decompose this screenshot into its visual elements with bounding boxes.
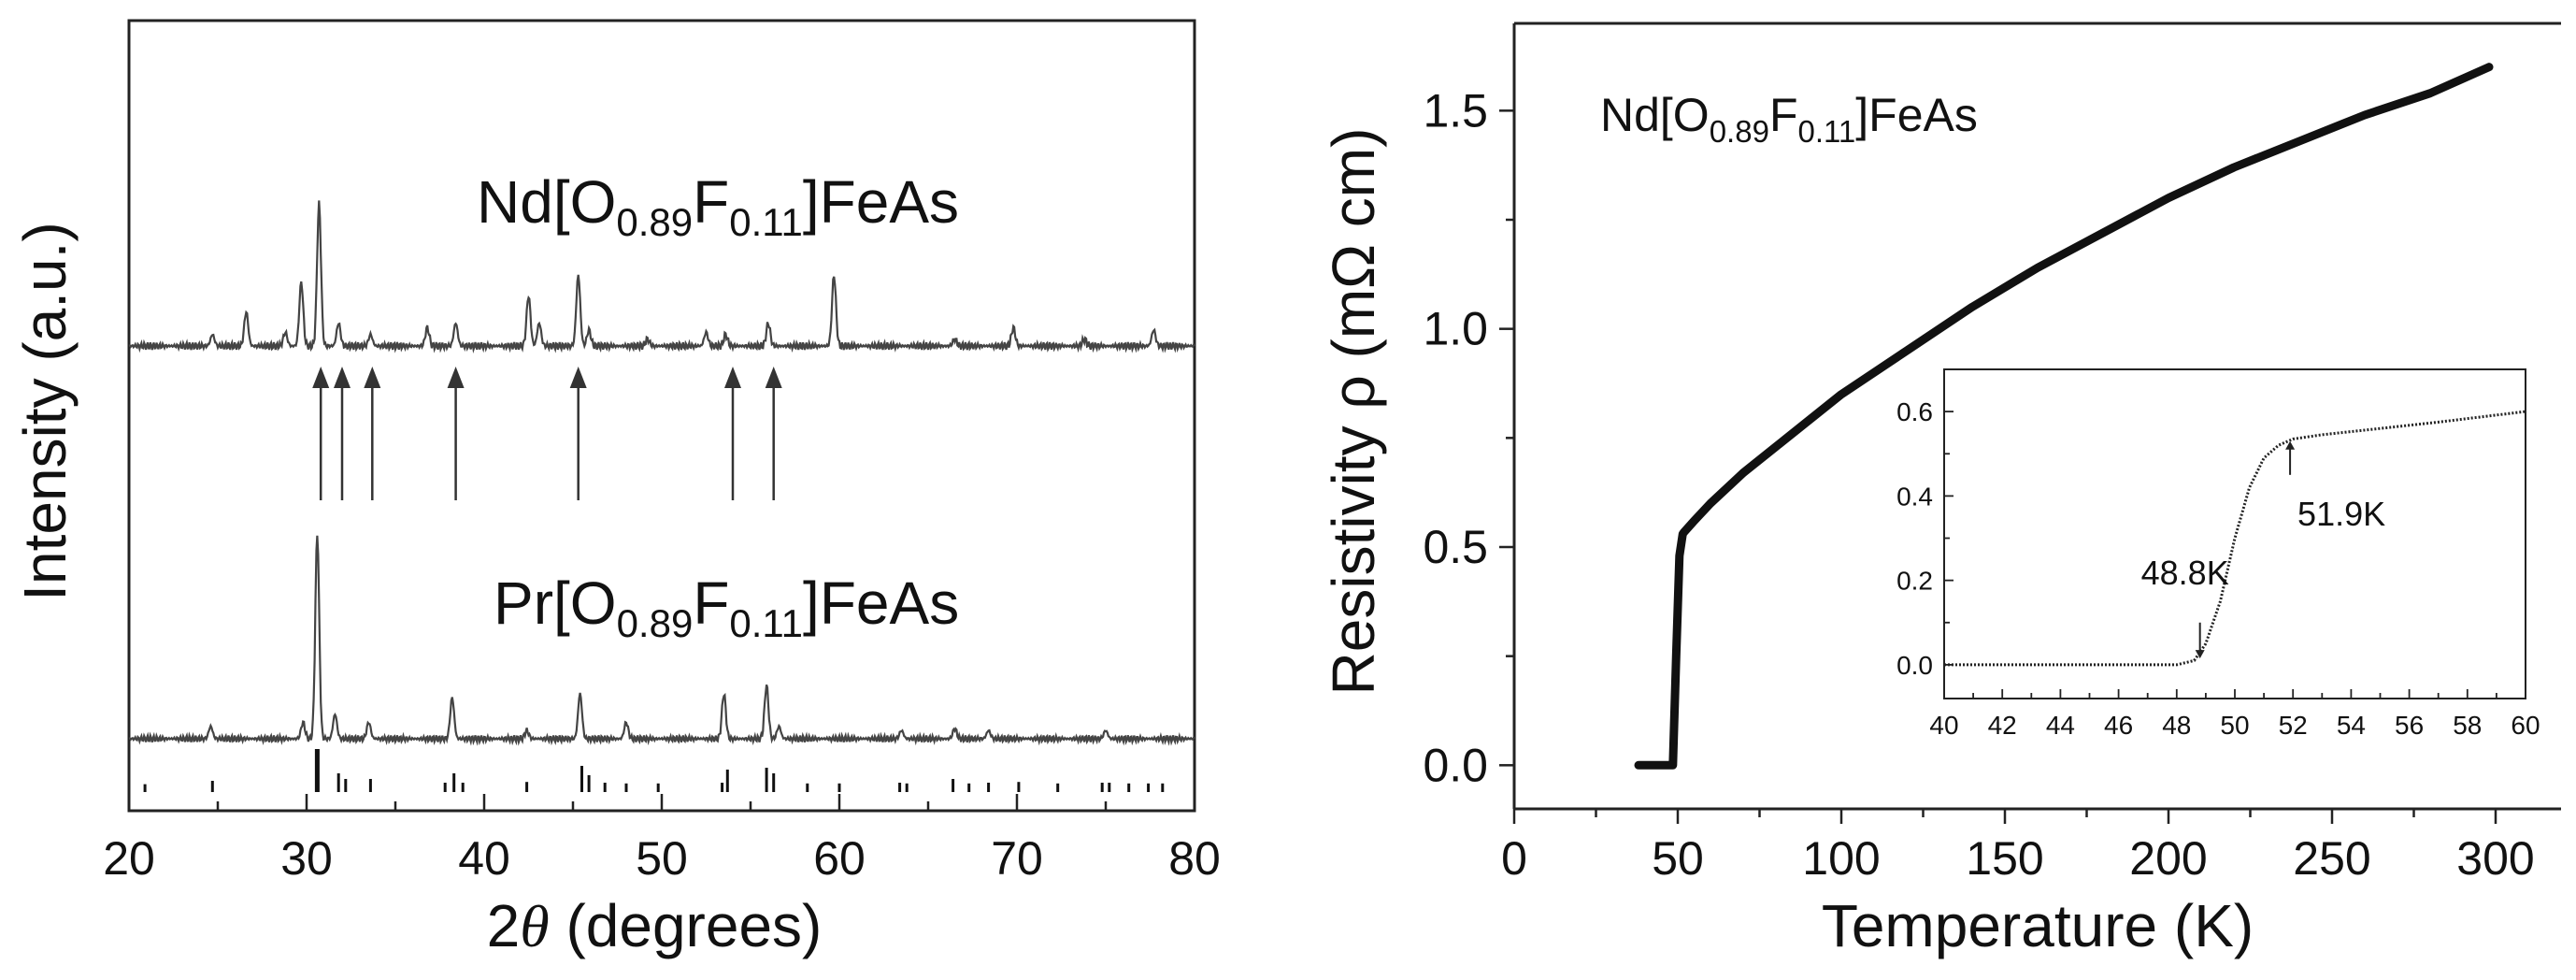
xrd-series-line [128, 535, 1195, 746]
res-axis-ticks: 0 50 100 150 200 250 300 0.0 0.5 1.0 1.5 [1423, 84, 2534, 885]
xrd-x-tick-label: 20 [103, 832, 155, 885]
xrd-x-tick-label: 50 [636, 832, 688, 885]
xrd-plot-frame [127, 19, 1196, 813]
inset-axis-ticks: 40 42 44 46 48 50 52 54 56 58 60 0.0 0.2 0.4 0.6 [1896, 397, 2540, 740]
inset-y-tick-label: 0.4 [1896, 482, 1933, 511]
inset-x-tick-label: 56 [2395, 711, 2424, 740]
xrd-x-tick-label: 60 [813, 832, 866, 885]
res-x-tick-label: 50 [1652, 832, 1704, 885]
inset-y-tick-label: 0.2 [1896, 567, 1933, 596]
xrd-arrow-head [364, 367, 381, 388]
xrd-x-axis-ticks: 20 30 40 50 60 70 80 [103, 794, 1221, 885]
xrd-arrow-head [334, 367, 351, 388]
inset-y-tick-label: 0.0 [1896, 651, 1933, 680]
inset-x-tick-label: 50 [2220, 711, 2249, 740]
inset-label-48-8: 48.8K [2141, 554, 2229, 592]
resistivity-panel: 0 50 100 150 200 250 300 0.0 0.5 1.0 1.5 Nd[O0.89F… [1320, 22, 2561, 959]
xrd-x-tick-label: 70 [991, 832, 1043, 885]
inset-x-tick-label: 42 [1988, 711, 2017, 740]
res-y-tick-label: 1.5 [1423, 84, 1488, 137]
inset-label-51-9: 51.9K [2297, 495, 2385, 533]
xrd-x-tick-label: 30 [280, 832, 333, 885]
inset-x-tick-label: 48 [2162, 711, 2191, 740]
inset-arrow-51-9-head [2285, 440, 2296, 450]
xrd-pr-label: Pr[O0.89F0.11]FeAs [494, 569, 959, 645]
res-y-tick-label: 1.0 [1423, 303, 1488, 355]
inset-y-tick-label: 0.6 [1896, 397, 1933, 426]
res-y-tick-label: 0.5 [1423, 521, 1488, 573]
res-x-tick-label: 0 [1501, 832, 1527, 885]
inset-x-tick-label: 40 [1929, 711, 1958, 740]
inset-x-tick-label: 60 [2511, 711, 2540, 740]
res-x-tick-label: 100 [1802, 832, 1880, 885]
xrd-arrow-head [312, 367, 330, 388]
res-y-axis-title: Resistivity ρ (mΩ cm) [1320, 128, 1387, 696]
res-x-tick-label: 200 [2129, 832, 2207, 885]
xrd-x-axis-title: 2θ (degrees) [487, 892, 823, 959]
xrd-reflection-ticks [143, 749, 1165, 792]
xrd-arrows [312, 367, 782, 500]
xrd-panel: 20 30 40 50 60 70 80 Nd[O0.89F0.11]FeAs Pr[O0.… [11, 19, 1221, 959]
xrd-series-line [128, 200, 1195, 353]
res-y-tick-label: 0.0 [1423, 739, 1488, 791]
inset-frame [1943, 368, 2526, 699]
res-x-tick-label: 150 [1966, 832, 2043, 885]
xrd-y-axis-title: Intensity (a.u.) [11, 222, 79, 601]
inset-x-tick-label: 46 [2104, 711, 2133, 740]
xrd-curves [128, 200, 1195, 746]
inset-annotations: 48.8K 51.9K [2141, 440, 2385, 659]
xrd-x-tick-label: 80 [1168, 832, 1221, 885]
inset-curve [1944, 410, 2526, 667]
res-sample-label: Nd[O0.89F0.11]FeAs [1600, 89, 1978, 149]
xrd-arrow-head [447, 367, 465, 388]
xrd-arrow-head [765, 367, 782, 388]
inset-x-tick-label: 44 [2046, 711, 2075, 740]
res-x-tick-label: 300 [2456, 832, 2534, 885]
res-x-axis-title: Temperature (K) [1822, 892, 2254, 959]
inset-x-tick-label: 54 [2337, 711, 2366, 740]
inset-arrow-48-8-head [2195, 650, 2205, 659]
xrd-x-tick-label: 40 [458, 832, 510, 885]
xrd-arrow-head [569, 367, 587, 388]
inset-data-curve [1944, 410, 2526, 667]
xrd-arrow-head [724, 367, 741, 388]
res-x-tick-label: 250 [2293, 832, 2370, 885]
res-data-curve [1634, 63, 2494, 770]
inset-x-tick-label: 58 [2453, 711, 2482, 740]
res-curve [1634, 63, 2494, 770]
res-inset: 40 42 44 46 48 50 52 54 56 58 60 0.0 0.2 0.4 0.6 48.8K… [1896, 368, 2540, 740]
inset-x-tick-label: 52 [2279, 711, 2308, 740]
xrd-nd-label: Nd[O0.89F0.11]FeAs [477, 168, 959, 244]
